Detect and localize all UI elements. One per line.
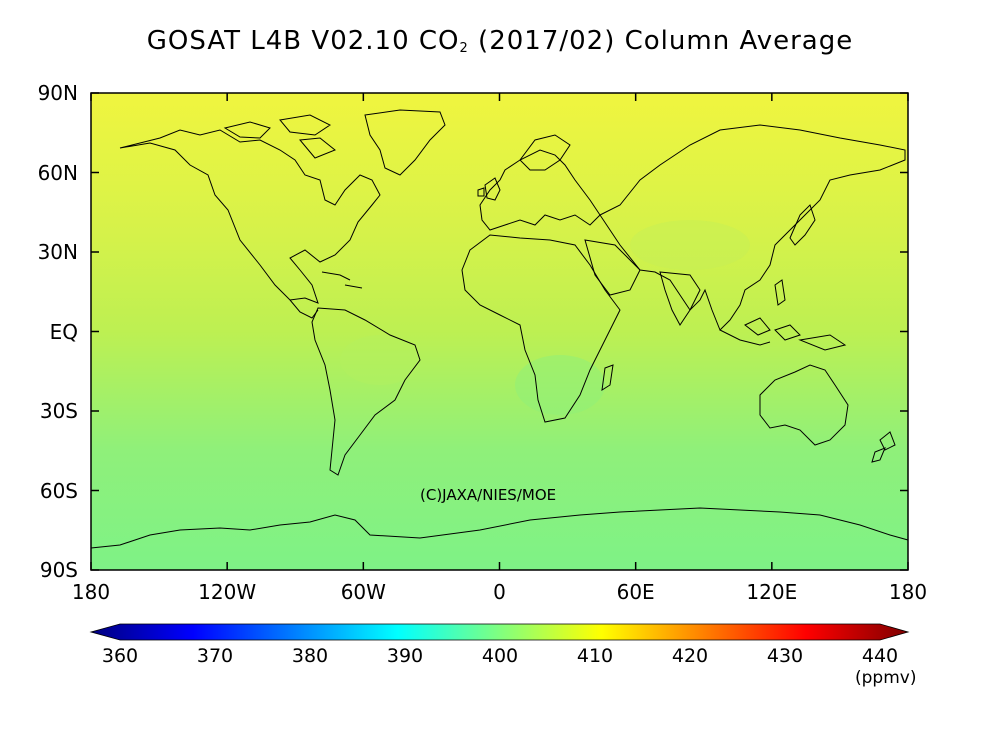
africa-coast <box>461 234 621 423</box>
field-patch <box>630 220 750 270</box>
coastlines <box>90 109 909 549</box>
lon-label: 180 <box>71 580 111 604</box>
australia-coast <box>759 364 849 446</box>
indonesia-coast <box>719 317 847 351</box>
co2-field <box>91 93 908 570</box>
colorbar-tick-label: 380 <box>291 645 329 667</box>
colorbar-tick-label: 370 <box>196 645 234 667</box>
lat-label: 90N <box>37 81 78 105</box>
lon-label: 0 <box>493 580 506 604</box>
scandinavia-coast <box>519 134 571 171</box>
colorbar-unit: (ppmv) <box>855 668 917 688</box>
lat-label: 30N <box>37 240 78 264</box>
asia-coast <box>599 124 906 331</box>
new-zealand-coast <box>871 431 896 463</box>
lat-label: 30S <box>39 399 78 423</box>
copyright-text: (C)JAXA/NIES/MOE <box>420 486 557 504</box>
south-america-coast <box>311 307 421 476</box>
japan-coast <box>789 204 816 246</box>
lat-label: 60S <box>39 478 78 503</box>
field-patch <box>340 335 420 385</box>
lat-ticks <box>91 92 908 571</box>
lon-label: 120W <box>198 580 257 604</box>
title-prefix: GOSAT L4B V02.10 CO <box>146 26 460 56</box>
arabia-coast <box>584 239 641 296</box>
india-coast <box>659 271 701 326</box>
arctic-islands <box>223 114 336 159</box>
lon-ticks <box>90 93 909 570</box>
map-title: GOSAT L4B V02.10 CO2 (2017/02) Column Av… <box>0 26 1000 56</box>
british-isles-coast <box>477 177 501 201</box>
colorbar-tick-label: 400 <box>481 645 519 667</box>
colorbar-tick-label: 430 <box>766 645 804 667</box>
colorbar-tick-label: 420 <box>671 645 709 667</box>
colorbar-tick-label: 410 <box>576 645 614 667</box>
colorbar-tick-label: 390 <box>386 645 424 667</box>
lon-label: 180 <box>888 580 928 604</box>
colorbar-tick-label: 360 <box>101 645 139 667</box>
title-subscript: 2 <box>459 41 469 56</box>
greenland-coast <box>364 109 446 176</box>
antarctica-coast <box>90 507 909 549</box>
lon-label: 60E <box>616 580 655 604</box>
lat-label: 90S <box>39 558 78 582</box>
colorbar-body <box>89 623 910 641</box>
title-suffix: (2017/02) Column Average <box>468 26 854 56</box>
colorbar-tick-label: 440 <box>861 645 899 667</box>
philippines-coast <box>774 279 786 306</box>
lon-label: 60W <box>340 580 386 604</box>
lon-label: 120E <box>746 580 798 604</box>
lat-label: 60N <box>37 160 78 185</box>
lat-label: EQ <box>49 319 78 344</box>
madagascar-coast <box>601 364 614 391</box>
north-america-coast <box>119 129 381 304</box>
